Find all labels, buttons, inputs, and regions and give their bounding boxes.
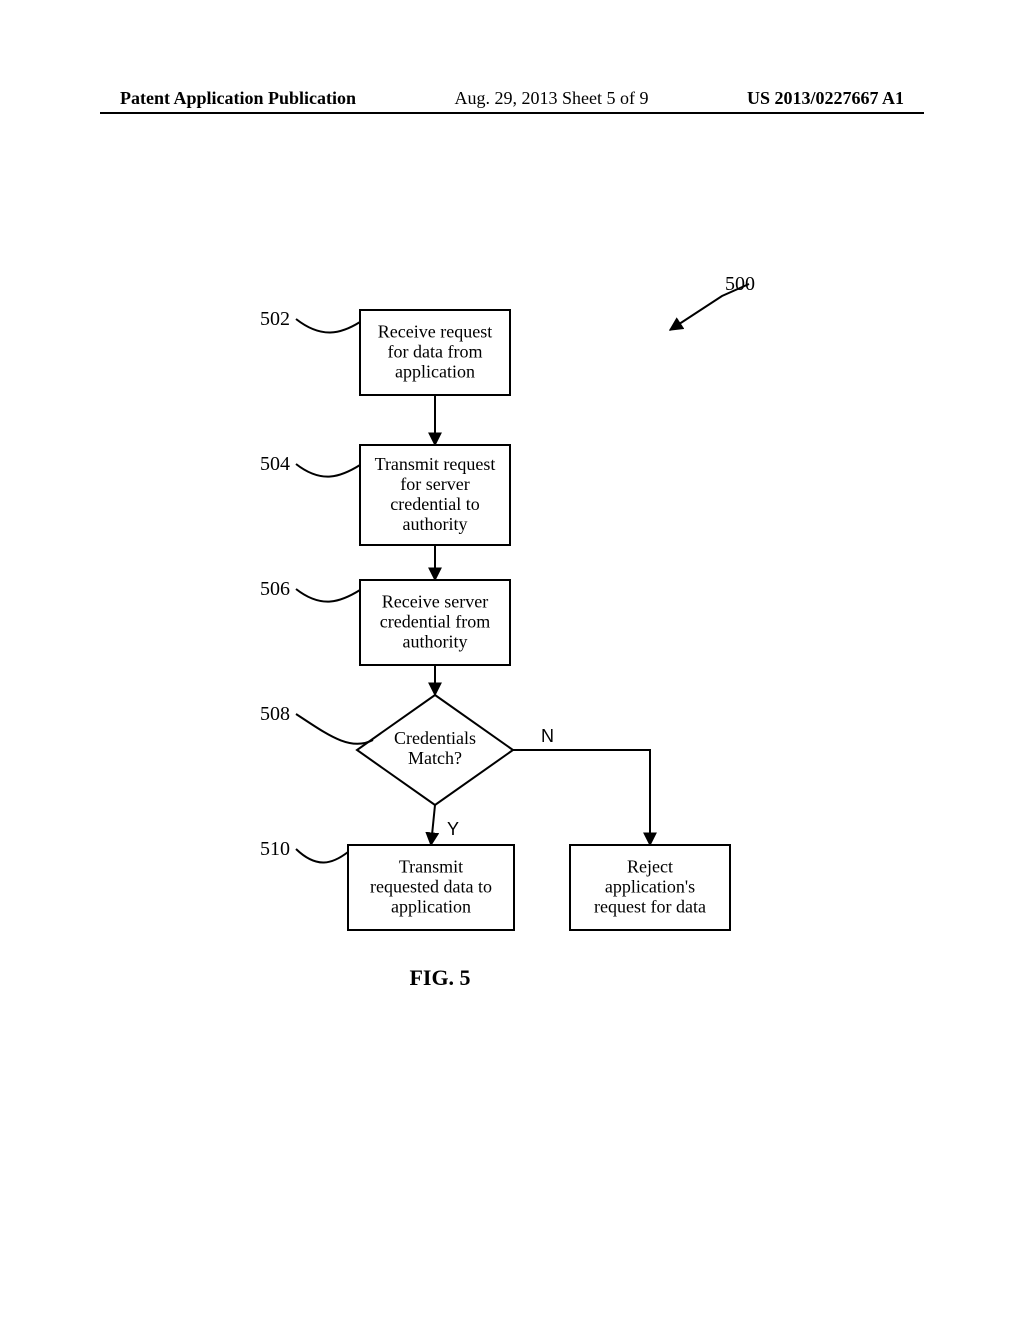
ref-label-502: 502 (260, 308, 290, 330)
node-n508: CredentialsMatch? (357, 695, 513, 805)
node-text: request for data (594, 897, 706, 917)
ref-leader-502 (296, 319, 360, 333)
edge-n508-n510 (431, 805, 435, 845)
node-text: credential to (390, 494, 479, 514)
node-text: Credentials (394, 728, 476, 748)
node-text: application (395, 362, 475, 382)
ref-leader-508 (296, 714, 373, 744)
ref-leader-506 (296, 589, 360, 602)
node-text: Transmit request (375, 454, 496, 474)
node-text: Receive request (378, 322, 492, 342)
node-n506: Receive servercredential fromauthority (360, 580, 510, 665)
ref-label-506: 506 (260, 578, 290, 600)
ref-leader-504 (296, 464, 360, 477)
branch-label-Y: Y (447, 819, 459, 839)
node-text: for data from (388, 342, 483, 362)
node-text: Receive server (382, 592, 488, 612)
ref-label-508: 508 (260, 703, 290, 725)
ref-label-510: 510 (260, 838, 290, 860)
node-text: requested data to (370, 877, 492, 897)
node-text: credential from (380, 612, 490, 632)
node-n504: Transmit requestfor servercredential toa… (360, 445, 510, 545)
node-n502: Receive requestfor data fromapplication (360, 310, 510, 395)
node-text: authority (403, 514, 468, 534)
node-nReject: Rejectapplication'srequest for data (570, 845, 730, 930)
node-text: application's (605, 877, 695, 897)
node-text: Transmit (399, 857, 463, 877)
node-text: authority (403, 632, 468, 652)
flowchart-figure-5: YNReceive requestfor data fromapplicatio… (0, 0, 1024, 1320)
ref-label-504: 504 (260, 453, 290, 475)
node-text: Match? (408, 748, 462, 768)
node-n510: Transmitrequested data toapplication (348, 845, 514, 930)
node-text: application (391, 897, 471, 917)
ref-leader-510 (296, 849, 348, 863)
branch-label-N: N (541, 726, 554, 746)
edge-n508-nReject (513, 750, 650, 845)
node-text: Reject (627, 857, 673, 877)
figure-caption: FIG. 5 (409, 965, 470, 990)
node-text: for server (400, 474, 469, 494)
